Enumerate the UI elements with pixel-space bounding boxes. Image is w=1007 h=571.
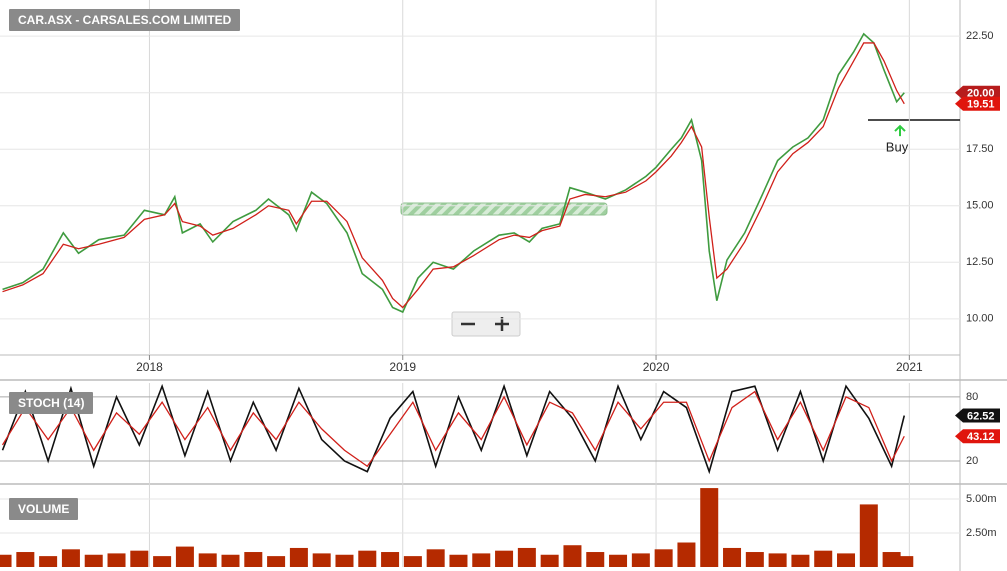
price-badge: [955, 96, 1000, 111]
price-badge: [955, 429, 1000, 444]
y-tick-label: 2.50m: [966, 527, 997, 539]
volume-bar: [768, 553, 787, 567]
x-tick-label: 2020: [643, 360, 670, 374]
volume-bar: [175, 546, 194, 567]
volume-bar: [814, 550, 833, 567]
volume-bar: [745, 552, 764, 567]
volume-bar: [153, 556, 172, 567]
badge-label: 43.12: [967, 431, 995, 443]
volume-bar: [426, 549, 445, 567]
volume-bar: [130, 550, 149, 567]
volume-bar: [723, 547, 742, 567]
y-tick-label: 17.50: [966, 143, 994, 155]
volume-bar: [335, 554, 354, 567]
volume-bar: [312, 553, 331, 567]
zone-rect: [400, 202, 608, 216]
volume-bar: [495, 550, 514, 567]
volume-bar: [61, 549, 80, 567]
volume-bar: [654, 549, 673, 567]
y-tick-label: 80: [966, 391, 978, 403]
price-badge: [955, 408, 1000, 423]
x-tick-label: 2018: [136, 360, 163, 374]
y-tick-label: 15.00: [966, 200, 994, 212]
panel-title: VOLUME: [9, 498, 79, 520]
buy-arrow: [894, 124, 906, 137]
zoom-control[interactable]: [451, 311, 521, 337]
volume-bar: [791, 554, 810, 567]
y-tick-label: 22.50: [966, 30, 994, 42]
volume-bar: [198, 553, 217, 567]
badge-label: 19.51: [967, 99, 995, 111]
volume-bar: [677, 542, 696, 567]
y-tick-label: 5.00m: [966, 493, 997, 505]
volume-bar: [609, 554, 628, 567]
volume-bar: [244, 552, 263, 567]
x-tick-label: 2019: [389, 360, 416, 374]
series-line: [2, 32, 905, 314]
volume-bar: [563, 545, 582, 567]
volume-bar: [381, 552, 400, 567]
volume-bar: [84, 554, 103, 567]
y-tick-label: 10.00: [966, 313, 994, 325]
series-line: [2, 42, 905, 309]
volume-bar: [895, 556, 914, 567]
volume-bar: [0, 554, 12, 567]
chart-title: CAR.ASX - CARSALES.COM LIMITED: [9, 9, 241, 31]
volume-bar: [221, 554, 240, 567]
volume-bar: [403, 556, 422, 567]
annotation: Buy: [886, 140, 909, 155]
y-tick-label: 12.50: [966, 256, 994, 268]
volume-bar: [700, 488, 719, 567]
volume-bar: [289, 547, 308, 567]
series-line: [1, 390, 905, 468]
volume-bar: [449, 554, 468, 567]
volume-bar: [586, 552, 605, 567]
volume-bar: [859, 504, 878, 567]
volume-bar: [358, 550, 377, 567]
price-badge: [955, 85, 1000, 100]
volume-bar: [837, 553, 856, 567]
series-line: [1, 383, 906, 475]
panel-title: STOCH (14): [9, 392, 94, 414]
volume-bar: [472, 553, 491, 567]
volume-bar: [16, 552, 35, 567]
volume-bar: [267, 556, 286, 567]
volume-bar: [39, 556, 58, 567]
badge-label: 20.00: [967, 88, 995, 100]
x-tick-label: 2021: [896, 360, 923, 374]
volume-bar: [540, 554, 559, 567]
badge-label: 62.52: [967, 410, 995, 422]
volume-bar: [107, 553, 126, 567]
y-tick-label: 20: [966, 455, 978, 467]
volume-bar: [517, 547, 536, 567]
volume-bar: [631, 553, 650, 567]
